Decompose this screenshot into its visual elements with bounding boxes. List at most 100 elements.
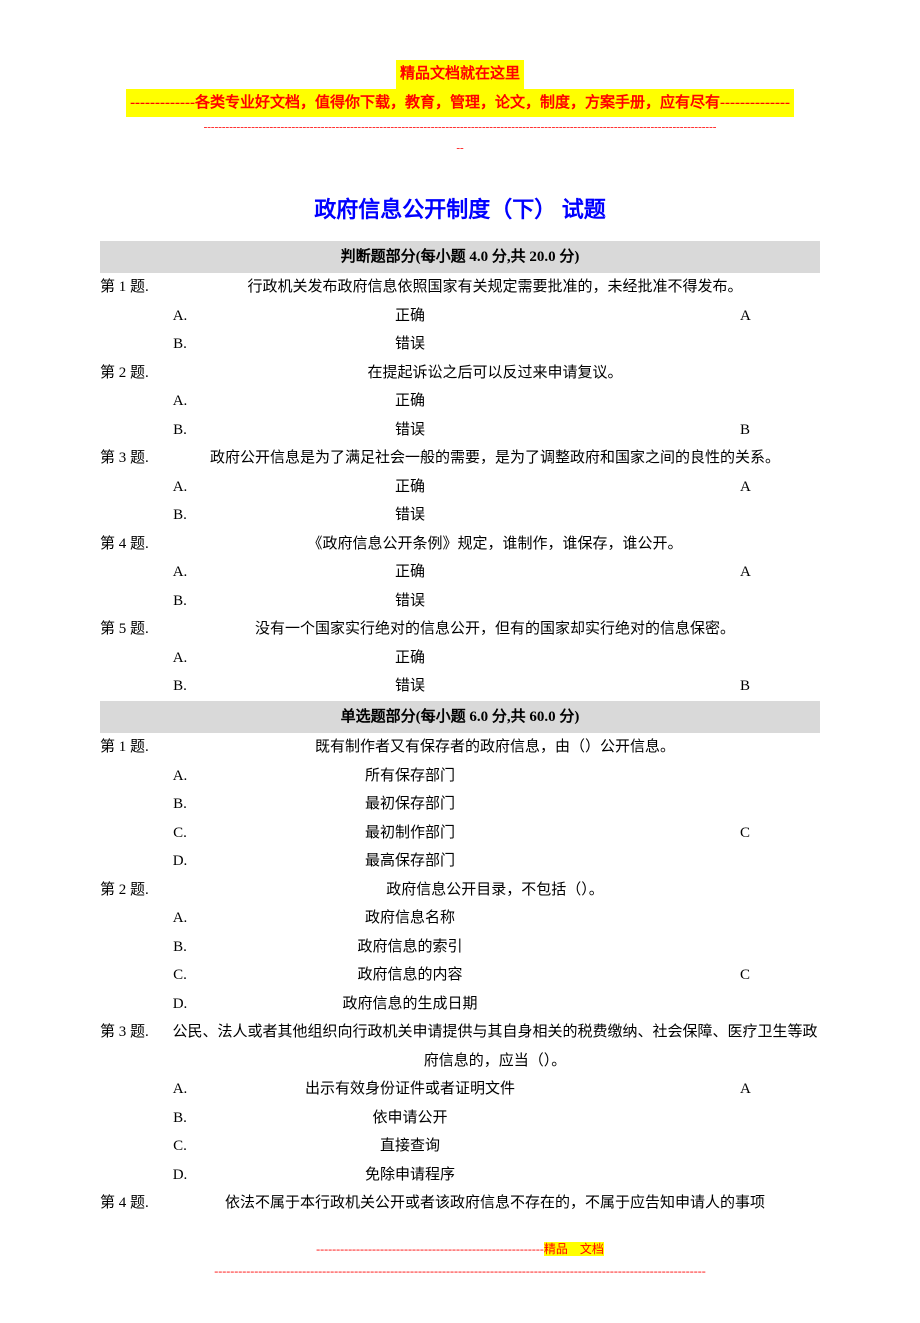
option-row: A.正确A <box>100 473 820 502</box>
section-1-questions: 第 1 题.行政机关发布政府信息依照国家有关规定需要批准的，未经批准不得发布。A… <box>100 273 820 701</box>
option-answer: B <box>720 416 820 445</box>
question-block: 第 4 题.依法不属于本行政机关公开或者该政府信息不存在的，不属于应告知申请人的… <box>100 1189 820 1218</box>
header-line-2: -------------各类专业好文档，值得你下载，教育，管理，论文，制度，方… <box>100 89 820 118</box>
option-label: C. <box>160 819 200 848</box>
option-answer: C <box>720 961 820 990</box>
option-label: A. <box>160 473 200 502</box>
option-row: C.政府信息的内容C <box>100 961 820 990</box>
option-label: A. <box>160 762 200 791</box>
option-text: 最初保存部门 <box>200 790 720 819</box>
question-body: 在提起诉讼之后可以反过来申请复议。 <box>170 359 820 388</box>
option-row: D.最高保存部门 <box>100 847 820 876</box>
option-row: A.正确 <box>100 387 820 416</box>
option-text: 最初制作部门 <box>200 819 720 848</box>
option-row: B.依申请公开 <box>100 1104 820 1133</box>
option-text: 政府信息的内容 <box>200 961 720 990</box>
page-title: 政府信息公开制度（下） 试题 <box>100 189 820 231</box>
option-answer: C <box>720 819 820 848</box>
option-text: 政府信息的索引 <box>200 933 720 962</box>
option-text: 错误 <box>200 587 720 616</box>
option-text: 正确 <box>200 387 720 416</box>
option-row: A.正确 <box>100 644 820 673</box>
option-text: 错误 <box>200 416 720 445</box>
question-block: 第 3 题.公民、法人或者其他组织向行政机关申请提供与其自身相关的税费缴纳、社会… <box>100 1018 820 1189</box>
question-number: 第 4 题. <box>100 1189 170 1218</box>
option-label: B. <box>160 933 200 962</box>
question-body: 没有一个国家实行绝对的信息公开，但有的国家却实行绝对的信息保密。 <box>170 615 820 644</box>
option-answer: B <box>720 672 820 701</box>
header-line-1: 精品文档就在这里 <box>100 60 820 89</box>
question-text: 第 1 题.既有制作者又有保存者的政府信息，由（）公开信息。 <box>100 733 820 762</box>
option-label: A. <box>160 644 200 673</box>
option-text: 直接查询 <box>200 1132 720 1161</box>
option-row: B.错误 <box>100 501 820 530</box>
option-answer: A <box>720 1075 820 1104</box>
footer-highlight: 精品 文档 <box>544 1242 604 1256</box>
option-label: D. <box>160 1161 200 1190</box>
option-row: A.正确A <box>100 558 820 587</box>
header-dashes-2: -- <box>100 138 820 159</box>
option-text: 所有保存部门 <box>200 762 720 791</box>
footer-line-1: ----------------------------------------… <box>100 1238 820 1261</box>
question-body: 依法不属于本行政机关公开或者该政府信息不存在的，不属于应告知申请人的事项 <box>170 1189 820 1218</box>
question-block: 第 2 题.在提起诉讼之后可以反过来申请复议。A.正确B.错误B <box>100 359 820 445</box>
option-label: C. <box>160 961 200 990</box>
option-text: 错误 <box>200 501 720 530</box>
header-highlight-1: 精品文档就在这里 <box>396 60 524 89</box>
section-2-header: 单选题部分(每小题 6.0 分,共 60.0 分) <box>100 701 820 734</box>
question-text: 第 3 题.政府公开信息是为了满足社会一般的需要，是为了调整政府和国家之间的良性… <box>100 444 820 473</box>
option-label: D. <box>160 990 200 1019</box>
option-label: B. <box>160 1104 200 1133</box>
question-text: 第 5 题.没有一个国家实行绝对的信息公开，但有的国家却实行绝对的信息保密。 <box>100 615 820 644</box>
option-label: C. <box>160 1132 200 1161</box>
option-text: 最高保存部门 <box>200 847 720 876</box>
option-text: 正确 <box>200 558 720 587</box>
question-body: 《政府信息公开条例》规定，谁制作，谁保存，谁公开。 <box>170 530 820 559</box>
footer-dashes-1: ----------------------------------------… <box>316 1242 544 1256</box>
option-label: B. <box>160 330 200 359</box>
question-body: 政府公开信息是为了满足社会一般的需要，是为了调整政府和国家之间的良性的关系。 <box>170 444 820 473</box>
option-row: D.政府信息的生成日期 <box>100 990 820 1019</box>
option-row: B.错误B <box>100 672 820 701</box>
option-label: B. <box>160 416 200 445</box>
question-number: 第 3 题. <box>100 1018 170 1075</box>
question-text: 第 2 题.在提起诉讼之后可以反过来申请复议。 <box>100 359 820 388</box>
option-row: D.免除申请程序 <box>100 1161 820 1190</box>
section-2-questions: 第 1 题.既有制作者又有保存者的政府信息，由（）公开信息。A.所有保存部门B.… <box>100 733 820 1218</box>
option-row: C.直接查询 <box>100 1132 820 1161</box>
question-body: 行政机关发布政府信息依照国家有关规定需要批准的，未经批准不得发布。 <box>170 273 820 302</box>
question-block: 第 5 题.没有一个国家实行绝对的信息公开，但有的国家却实行绝对的信息保密。A.… <box>100 615 820 701</box>
question-number: 第 1 题. <box>100 733 170 762</box>
option-row: B.错误 <box>100 330 820 359</box>
option-row: A.政府信息名称 <box>100 904 820 933</box>
option-text: 错误 <box>200 672 720 701</box>
option-label: B. <box>160 501 200 530</box>
option-row: A.正确A <box>100 302 820 331</box>
document-footer: ----------------------------------------… <box>100 1238 820 1284</box>
option-label: A. <box>160 904 200 933</box>
footer-dashes-2: ----------------------------------------… <box>100 1260 820 1283</box>
option-text: 错误 <box>200 330 720 359</box>
section-1-header: 判断题部分(每小题 4.0 分,共 20.0 分) <box>100 241 820 274</box>
question-text: 第 4 题.依法不属于本行政机关公开或者该政府信息不存在的，不属于应告知申请人的… <box>100 1189 820 1218</box>
option-row: C.最初制作部门C <box>100 819 820 848</box>
option-answer: A <box>720 558 820 587</box>
question-block: 第 4 题.《政府信息公开条例》规定，谁制作，谁保存，谁公开。A.正确AB.错误 <box>100 530 820 616</box>
question-number: 第 3 题. <box>100 444 170 473</box>
question-body: 既有制作者又有保存者的政府信息，由（）公开信息。 <box>170 733 820 762</box>
question-number: 第 2 题. <box>100 359 170 388</box>
option-label: A. <box>160 302 200 331</box>
question-body: 公民、法人或者其他组织向行政机关申请提供与其自身相关的税费缴纳、社会保障、医疗卫… <box>170 1018 820 1075</box>
option-label: A. <box>160 387 200 416</box>
option-row: B.错误B <box>100 416 820 445</box>
question-text: 第 4 题.《政府信息公开条例》规定，谁制作，谁保存，谁公开。 <box>100 530 820 559</box>
question-block: 第 1 题.行政机关发布政府信息依照国家有关规定需要批准的，未经批准不得发布。A… <box>100 273 820 359</box>
option-row: A.出示有效身份证件或者证明文件A <box>100 1075 820 1104</box>
header-highlight-2: -------------各类专业好文档，值得你下载，教育，管理，论文，制度，方… <box>126 89 794 118</box>
option-label: B. <box>160 672 200 701</box>
option-answer: A <box>720 302 820 331</box>
option-text: 政府信息的生成日期 <box>200 990 720 1019</box>
option-label: B. <box>160 587 200 616</box>
question-body: 政府信息公开目录，不包括（）。 <box>170 876 820 905</box>
option-row: B.政府信息的索引 <box>100 933 820 962</box>
